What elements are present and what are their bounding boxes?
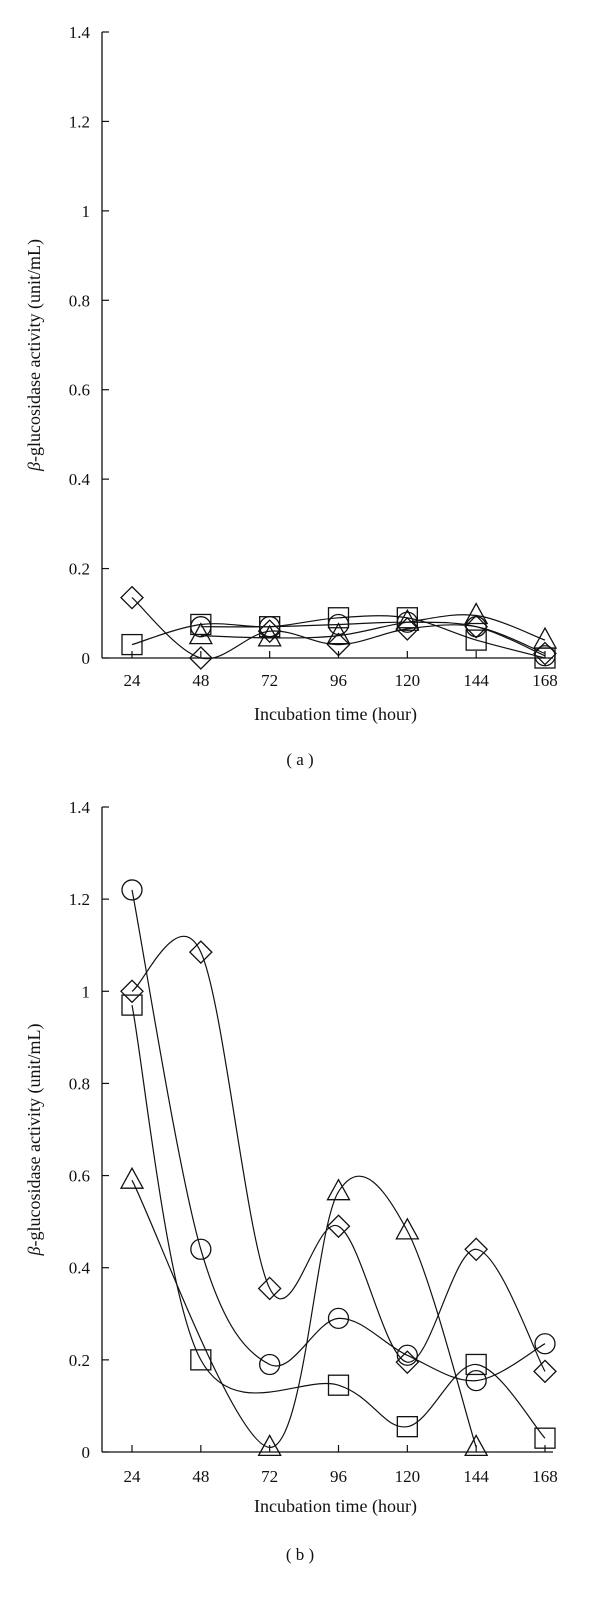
panel-a-x-tick-label: 96: [330, 671, 347, 690]
panel-b-x-tick-label: 168: [532, 1467, 558, 1486]
panel-b-y-tick-label: 0.2: [69, 1351, 90, 1370]
panel-a-triangle-point: [257, 624, 282, 647]
panel-a-circle-point: [465, 616, 487, 638]
panel-b-x-tick-label: 120: [395, 1467, 421, 1486]
panel-b-square-point: [396, 1416, 418, 1438]
panel-a-series-square: [121, 607, 556, 669]
panel-b-circle-point: [465, 1369, 487, 1392]
panel-b-circle-point: [327, 1307, 350, 1330]
panel-b-square-point: [534, 1427, 556, 1449]
panel-b-y-tick-label: 0.8: [69, 1074, 90, 1093]
panel-b-y-tick-label: 1.2: [69, 890, 90, 909]
panel-b-diamond-point: [395, 1350, 420, 1375]
panel-b-diamond-point: [257, 1276, 282, 1301]
panel-b-y-tick-label: 0.6: [69, 1167, 90, 1186]
panel-b-y-label: β-glucosidase activity (unit/mL): [24, 1024, 45, 1257]
panel-a-x-tick-label: 72: [261, 671, 278, 690]
panel-b-x-tick-label: 48: [192, 1467, 209, 1486]
panel-a-label: ( a ): [286, 750, 313, 769]
panel-b-series-square: [121, 994, 556, 1449]
panel-b-triangle-point: [326, 1178, 351, 1201]
panel-b-triangle-curve: [131, 1175, 477, 1449]
panel-a-x-tick-label: 144: [463, 671, 489, 690]
panel-b-x-tick-label: 72: [261, 1467, 278, 1486]
panel-b-diamond-point: [188, 940, 213, 965]
panel-a-triangle-point: [464, 602, 489, 625]
panel-a-y-tick-label: 1.2: [69, 112, 90, 131]
panel-b-square-point: [327, 1374, 350, 1396]
panel-b-circle-point: [190, 1238, 212, 1260]
panel-a-y-tick-label: 0: [82, 649, 91, 668]
panel-a-x-tick-label: 168: [532, 671, 558, 690]
panel-b-x-tick-label: 144: [463, 1467, 489, 1486]
panel-b-series-diamond: [120, 935, 557, 1384]
panel-a-triangle-point: [532, 626, 558, 649]
panel-a-diamond-point: [120, 585, 144, 610]
panel-b-square-point: [465, 1353, 487, 1376]
panel-b-square-curve: [131, 1004, 546, 1439]
panel-a-y-tick-label: 0.4: [69, 470, 91, 489]
panel-b-diamond-curve: [131, 935, 546, 1372]
panel-a-y-tick-label: 1.4: [69, 23, 91, 42]
panel-a-diamond-point: [188, 646, 213, 670]
panel-a-y-tick-label: 0.6: [69, 381, 90, 400]
panel-b-series-circle: [121, 879, 556, 1392]
panel-b-y-tick-label: 0.4: [69, 1259, 91, 1278]
panel-b-circle-point: [259, 1353, 281, 1376]
panel-b-x-label: Incubation time (hour): [254, 1496, 417, 1517]
panel-b-circle-point: [534, 1333, 556, 1355]
panel-a-square-point: [396, 607, 418, 629]
panel-a-triangle-point: [326, 622, 351, 645]
panel-a-diamond-point: [326, 632, 351, 657]
panel-a-x-label: Incubation time (hour): [254, 704, 417, 725]
panel-a-diamond-point: [257, 619, 282, 644]
panel-b-triangle-point: [464, 1434, 489, 1457]
panel-b-y-tick-label: 1.4: [69, 798, 91, 817]
panel-a-x-tick-label: 120: [395, 671, 421, 690]
panel-b-circle-point: [121, 879, 143, 901]
panel-b: 0 0.2 0.4 0.6 0.8 1 1.2 1.4 24 48 72 96 120 144 168 Inc…: [24, 798, 558, 1564]
panel-a-y-tick-label: 0.8: [69, 291, 90, 310]
panel-b-triangle-point: [119, 1166, 145, 1189]
panel-a-circle-curve: [200, 621, 546, 657]
panel-a-triangle-point: [395, 608, 420, 631]
panel-a-y-tick-label: 1: [82, 202, 91, 221]
panel-b-triangle-point: [257, 1434, 282, 1457]
panel-a-triangle-point: [188, 622, 213, 645]
panel-a-y-label: β-glucosidase activity (unit/mL): [24, 239, 45, 472]
panel-b-triangle-point: [395, 1217, 420, 1240]
panel-b-diamond-point: [533, 1359, 557, 1384]
panel-a-x-tick-label: 24: [124, 671, 142, 690]
panel-b-diamond-point: [464, 1237, 489, 1262]
panel-b-label: ( b ): [286, 1545, 314, 1564]
panel-a-square-point: [190, 613, 212, 636]
panel-b-x-tick-label: 24: [124, 1467, 142, 1486]
panel-b-series-triangle: [119, 1166, 489, 1457]
panel-b-x-tick-label: 96: [330, 1467, 347, 1486]
panel-a-x-tick-label: 48: [192, 671, 209, 690]
panel-a-diamond-point: [395, 617, 420, 641]
panel-a-square-point: [121, 633, 143, 656]
panel-a-square-point: [259, 616, 281, 638]
panel-b-circle-point: [396, 1344, 418, 1366]
panel-a-y-tick-label: 0.2: [69, 560, 90, 579]
panel-a: 0 0.2 0.4 0.6 0.8 1 1.2 1.4 24 48 72 96 120 144 168 Inc…: [24, 23, 558, 769]
panel-a-square-point: [465, 629, 487, 651]
panel-b-circle-curve: [131, 889, 546, 1382]
panel-b-diamond-point: [326, 1214, 351, 1239]
panel-b-y-tick-label: 1: [82, 982, 91, 1001]
panel-a-square-point: [327, 607, 350, 629]
panel-b-y-tick-label: 0: [82, 1443, 91, 1462]
panel-a-series-triangle: [188, 602, 558, 649]
panel-b-square-point: [121, 994, 143, 1016]
panel-b-diamond-point: [120, 979, 144, 1004]
